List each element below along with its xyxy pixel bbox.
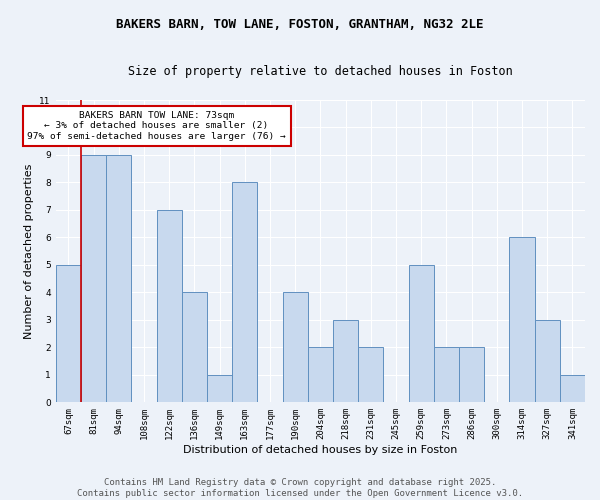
Bar [434,348,459,403]
Text: BAKERS BARN TOW LANE: 73sqm
← 3% of detached houses are smaller (2)
97% of semi-: BAKERS BARN TOW LANE: 73sqm ← 3% of deta… [27,111,286,141]
Bar [358,348,383,403]
Bar [308,348,333,403]
Text: BAKERS BARN, TOW LANE, FOSTON, GRANTHAM, NG32 2LE: BAKERS BARN, TOW LANE, FOSTON, GRANTHAM,… [116,18,484,30]
Bar [232,182,257,402]
Y-axis label: Number of detached properties: Number of detached properties [24,164,34,339]
Bar [333,320,358,402]
Title: Size of property relative to detached houses in Foston: Size of property relative to detached ho… [128,65,513,78]
Bar [157,210,182,402]
Bar [409,265,434,402]
Bar [459,348,484,403]
Bar [207,375,232,402]
Bar [283,292,308,403]
Bar [509,238,535,402]
X-axis label: Distribution of detached houses by size in Foston: Distribution of detached houses by size … [183,445,458,455]
Text: Contains HM Land Registry data © Crown copyright and database right 2025.
Contai: Contains HM Land Registry data © Crown c… [77,478,523,498]
Bar [56,265,81,402]
Bar [106,155,131,402]
Bar [81,155,106,402]
Bar [182,292,207,403]
Bar [560,375,585,402]
Bar [535,320,560,402]
